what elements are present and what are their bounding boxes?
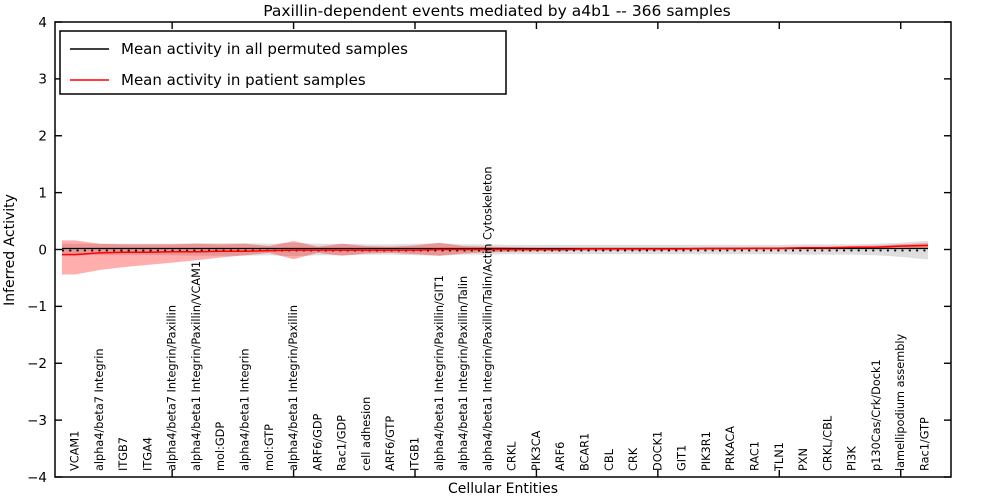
x-category-label: Rac1/GTP — [918, 417, 931, 471]
x-category-label: CRKL — [506, 441, 519, 471]
x-category-label: alpha4/beta1 Integrin — [238, 348, 251, 471]
x-category-label: alpha4/beta1 Integrin/Paxillin/Talin/Act… — [481, 166, 494, 471]
x-category-label: CBL — [603, 448, 616, 471]
x-category-label: ARF6 — [554, 442, 567, 471]
y-tick-label: 3 — [38, 72, 47, 88]
y-tick-label: 0 — [38, 242, 47, 258]
x-category-label: alpha4/beta1 Integrin/Paxillin/Talin — [457, 276, 470, 471]
legend-box — [59, 30, 507, 95]
y-axis-ticks: 4 3 2 1 0 −1 −2 −3 −4 — [27, 15, 951, 486]
y-tick-label: −4 — [27, 470, 47, 486]
x-category-label: Rac1/GDP — [336, 415, 349, 471]
x-axis-ticks — [171, 22, 902, 477]
x-category-label: alpha4/beta1 Integrin/Paxillin/VCAM1 — [190, 261, 203, 471]
y-tick-label: −2 — [27, 356, 47, 372]
x-category-label: cell adhesion — [360, 397, 373, 471]
legend-label-patient: Mean activity in patient samples — [121, 71, 366, 89]
x-category-label: BCAR1 — [578, 433, 591, 471]
x-category-label: p130Cas/Crk/Dock1 — [870, 359, 883, 471]
x-category-label: ARF6/GDP — [311, 413, 324, 471]
y-tick-label: −1 — [27, 299, 47, 315]
x-category-labels: VCAM1 alpha4/beta7 Integrin ITGB7 ITGA4 alph… — [69, 166, 932, 472]
y-tick-label: −3 — [27, 413, 47, 429]
x-category-label: ARF6/GTP — [384, 416, 397, 471]
x-category-label: CRK — [627, 447, 640, 471]
x-category-label: ITGB1 — [408, 437, 421, 471]
patient-mean-line — [62, 244, 928, 256]
x-category-label: PIK3CA — [530, 430, 543, 471]
x-category-label: DOCK1 — [651, 431, 664, 471]
x-category-label: RAC1 — [748, 441, 761, 471]
legend: Mean activity in all permuted samples Me… — [59, 30, 507, 95]
series-lines — [62, 244, 928, 256]
x-category-label: ITGB7 — [117, 437, 130, 471]
y-tick-label: 2 — [38, 129, 47, 145]
x-category-label: VCAM1 — [69, 431, 82, 471]
x-category-label: alpha4/beta1 Integrin/Paxillin/GIT1 — [433, 275, 446, 471]
y-axis-title: Inferred Activity — [2, 194, 18, 306]
x-axis-title: Cellular Entities — [448, 481, 558, 497]
x-category-label: TLN1 — [773, 442, 786, 472]
y-tick-label: 1 — [38, 185, 47, 201]
x-category-label: PI3K — [846, 446, 859, 471]
x-category-label: mol:GDP — [214, 422, 227, 471]
x-category-label: alpha4/beta7 Integrin — [93, 348, 106, 471]
x-category-label: lamellipodium assembly — [894, 333, 907, 471]
x-category-label: CRKL/CBL — [821, 415, 834, 471]
x-category-label: alpha4/beta1 Integrin/Paxillin — [287, 305, 300, 471]
x-category-label: PXN — [797, 448, 810, 471]
legend-label-permuted: Mean activity in all permuted samples — [121, 40, 408, 58]
x-category-label: ITGA4 — [141, 437, 154, 471]
x-category-label: PIK3R1 — [700, 431, 713, 471]
chart-title: Paxillin-dependent events mediated by a4… — [263, 2, 731, 20]
x-category-label: PRKACA — [724, 426, 737, 471]
x-category-label: GIT1 — [676, 445, 689, 471]
x-category-label: mol:GTP — [263, 424, 276, 471]
x-category-label: alpha4/beta7 Integrin/Paxillin — [166, 305, 179, 471]
y-tick-label: 4 — [38, 15, 47, 31]
